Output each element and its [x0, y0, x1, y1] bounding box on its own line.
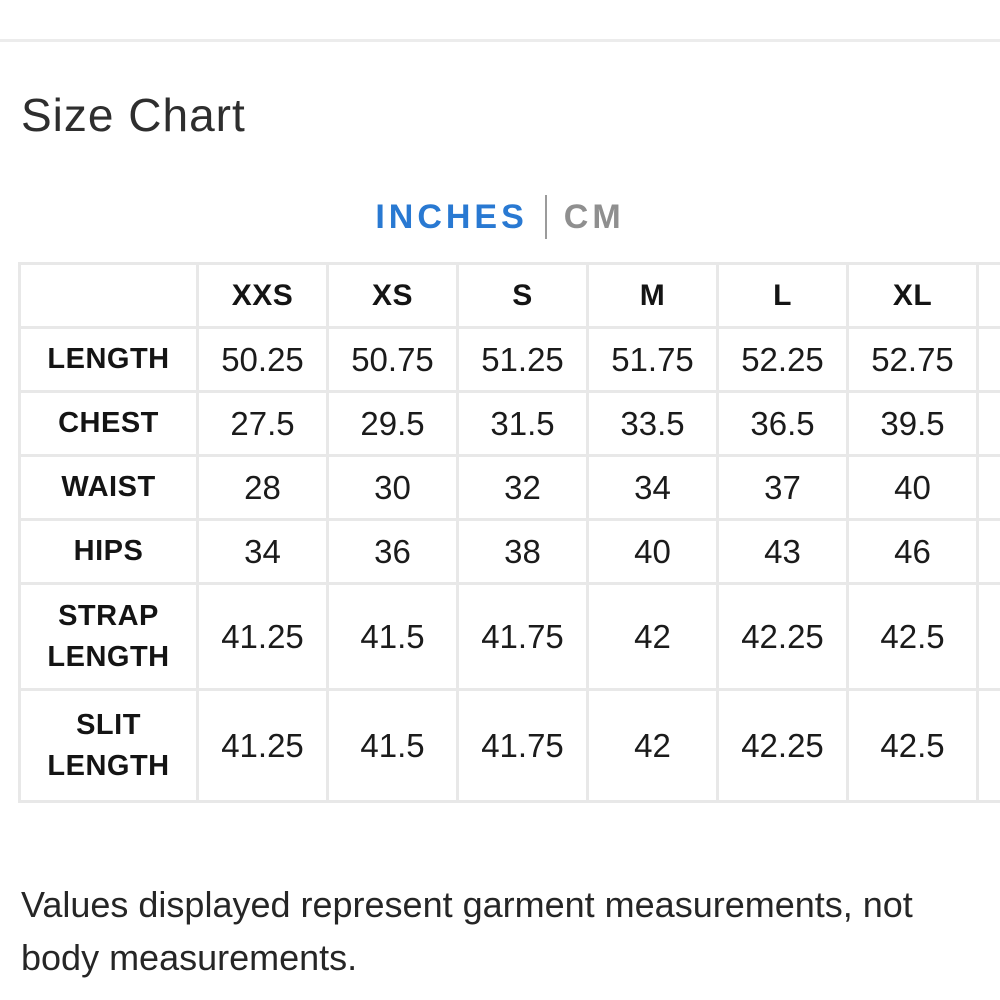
- table-row-waist: WAIST 28 30 32 34 37 40: [18, 454, 1000, 521]
- table-row-hips: HIPS 34 36 38 40 43 46: [18, 518, 1000, 585]
- unit-inches-button[interactable]: INCHES: [375, 197, 528, 236]
- size-value-cell-partial: [976, 326, 1000, 393]
- size-value-cell: 50.25: [196, 326, 329, 393]
- row-label: LENGTH: [18, 326, 199, 393]
- size-value-cell: 36.5: [716, 390, 849, 457]
- row-label: SLIT LENGTH: [18, 688, 199, 803]
- size-value-cell: 41.25: [196, 688, 329, 803]
- size-value-cell: 41.5: [326, 688, 459, 803]
- col-header-m: M: [586, 262, 719, 329]
- size-value-cell: 37: [716, 454, 849, 521]
- size-value-cell-partial: [976, 454, 1000, 521]
- size-value-cell: 41.75: [456, 582, 589, 691]
- corner-cell: [18, 262, 199, 329]
- row-label: STRAP LENGTH: [18, 582, 199, 691]
- size-value-cell: 34: [586, 454, 719, 521]
- unit-separator: [544, 195, 547, 239]
- size-value-cell: 42.5: [846, 582, 979, 691]
- col-header-xxs: XXS: [196, 262, 329, 329]
- size-value-cell: 41.5: [326, 582, 459, 691]
- size-value-cell: 42.25: [716, 582, 849, 691]
- table-row-chest: CHEST 27.5 29.5 31.5 33.5 36.5 39.5: [18, 390, 1000, 457]
- size-value-cell: 50.75: [326, 326, 459, 393]
- col-header-s: S: [456, 262, 589, 329]
- table-row-slit-length: SLIT LENGTH 41.25 41.5 41.75 42 42.25 42…: [18, 688, 1000, 803]
- measurement-note: Values displayed represent garment measu…: [21, 878, 986, 984]
- size-value-cell: 28: [196, 454, 329, 521]
- size-value-cell: 36: [326, 518, 459, 585]
- size-value-cell: 42.25: [716, 688, 849, 803]
- top-divider: [0, 39, 1000, 42]
- size-value-cell: 46: [846, 518, 979, 585]
- size-value-cell: 40: [846, 454, 979, 521]
- size-value-cell: 52.25: [716, 326, 849, 393]
- size-value-cell: 42: [586, 582, 719, 691]
- row-label: WAIST: [18, 454, 199, 521]
- size-value-cell: 41.75: [456, 688, 589, 803]
- size-value-cell: 38: [456, 518, 589, 585]
- size-value-cell: 30: [326, 454, 459, 521]
- col-header-xs: XS: [326, 262, 459, 329]
- table-row-strap-length: STRAP LENGTH 41.25 41.5 41.75 42 42.25 4…: [18, 582, 1000, 691]
- size-value-cell-partial: [976, 390, 1000, 457]
- unit-toggle: INCHES CM: [0, 194, 1000, 240]
- size-table-wrap: XXS XS S M L XL LENGTH 50.25 50.75 51.25…: [18, 262, 1000, 803]
- page-title: Size Chart: [21, 89, 246, 141]
- size-table: XXS XS S M L XL LENGTH 50.25 50.75 51.25…: [18, 262, 1000, 803]
- size-value-cell: 52.75: [846, 326, 979, 393]
- size-value-cell: 42.5: [846, 688, 979, 803]
- size-value-cell: 51.75: [586, 326, 719, 393]
- measurement-note-line2: body measurements.: [21, 937, 358, 978]
- size-value-cell: 41.25: [196, 582, 329, 691]
- size-value-cell: 34: [196, 518, 329, 585]
- size-value-cell: 27.5: [196, 390, 329, 457]
- size-value-cell-partial: [976, 518, 1000, 585]
- size-value-cell: 51.25: [456, 326, 589, 393]
- size-value-cell: 33.5: [586, 390, 719, 457]
- size-value-cell: 31.5: [456, 390, 589, 457]
- unit-cm-button[interactable]: CM: [563, 197, 625, 236]
- size-value-cell: 43: [716, 518, 849, 585]
- size-value-cell: 29.5: [326, 390, 459, 457]
- row-label: CHEST: [18, 390, 199, 457]
- row-label: HIPS: [18, 518, 199, 585]
- col-header-xl: XL: [846, 262, 979, 329]
- col-header-partial: [976, 262, 1000, 329]
- size-value-cell: 32: [456, 454, 589, 521]
- size-value-cell: 42: [586, 688, 719, 803]
- measurement-note-line1: Values displayed represent garment measu…: [21, 884, 913, 925]
- col-header-l: L: [716, 262, 849, 329]
- table-header-row: XXS XS S M L XL: [18, 262, 1000, 329]
- size-value-cell: 40: [586, 518, 719, 585]
- table-row-length: LENGTH 50.25 50.75 51.25 51.75 52.25 52.…: [18, 326, 1000, 393]
- size-value-cell: 39.5: [846, 390, 979, 457]
- size-value-cell-partial: [976, 688, 1000, 803]
- size-value-cell-partial: [976, 582, 1000, 691]
